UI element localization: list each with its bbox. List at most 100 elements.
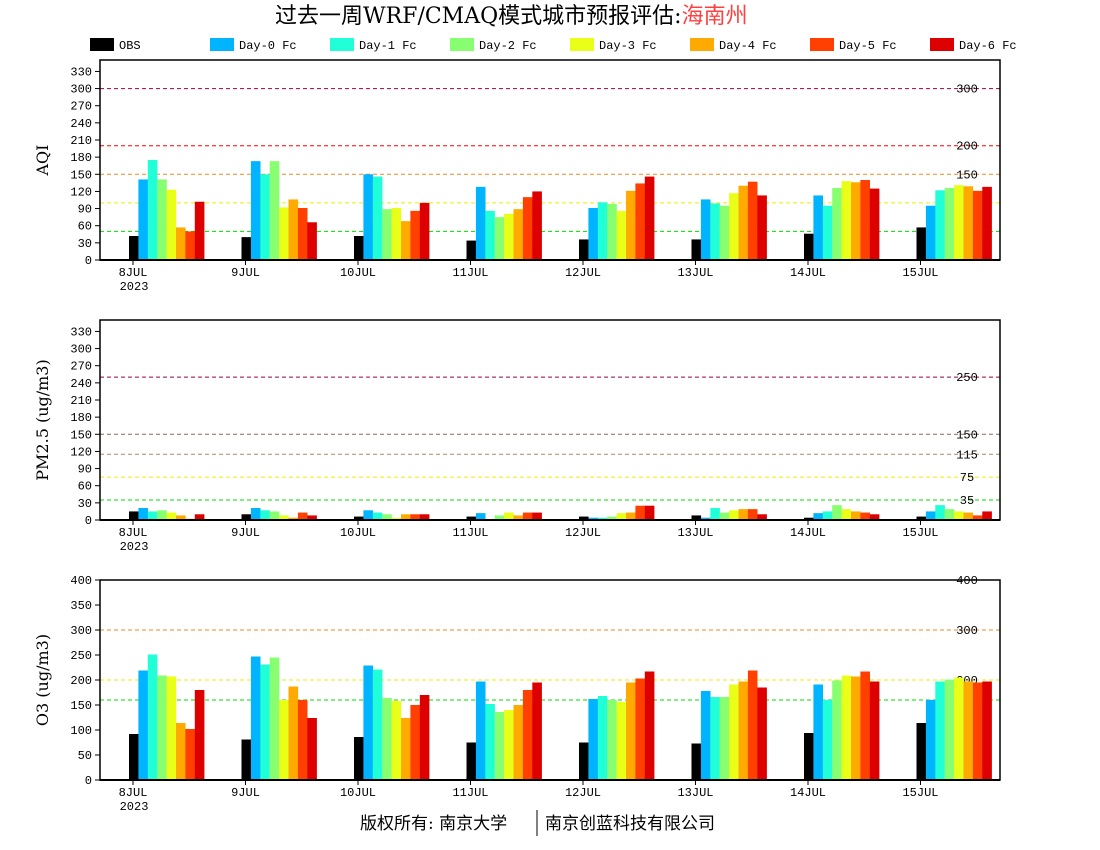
bar-day-0-fc [925,511,936,520]
bar-day-5-fc [297,700,308,780]
y-tick-label: 0 [85,514,92,528]
bar-day-2-fc [719,512,730,520]
bar-obs [129,734,139,780]
legend-label-3: Day-2 Fc [479,39,537,53]
y-tick-label: 300 [70,343,92,357]
x-tick-label: 14JUL [790,526,826,540]
y-tick-label: 210 [70,394,92,408]
x-tick-label: 15JUL [902,786,938,800]
bar-day-4-fc [513,209,524,260]
bar-day-5-fc [860,180,870,260]
bar-day-2-fc [157,510,167,520]
x-tick-label: 11JUL [452,526,488,540]
bar-day-2-fc [494,712,505,780]
bar-day-4-fc [513,515,524,520]
legend-swatch-0 [90,38,114,51]
bar-day-3-fc [504,710,514,780]
bar-day-0-fc [475,186,486,260]
bar-day-2-fc [269,657,280,780]
bar-day-0-fc [363,510,373,520]
y-tick-label: 240 [70,117,92,131]
bar-day-2-fc [157,179,167,260]
bar-day-6-fc [194,201,205,260]
y-tick-label: 90 [78,203,92,217]
y-tick-label: 30 [78,497,92,511]
bar-day-1-fc [822,205,833,260]
bar-day-1-fc [372,669,383,780]
reference-line-label: 300 [956,624,978,638]
legend-swatch-1 [210,38,234,51]
bar-day-4-fc [963,681,974,780]
x-tick-label: 14JUL [790,266,826,280]
bar-obs [129,511,139,520]
bar-obs [354,236,364,260]
bar-obs [466,516,477,520]
bar-day-1-fc [372,512,383,520]
bar-day-0-fc [250,508,261,520]
bar-day-1-fc [260,510,270,520]
reference-line-label: 400 [956,574,978,588]
bar-day-1-fc [935,190,945,260]
y-tick-label: 300 [70,83,92,97]
bar-day-5-fc [635,183,645,260]
bar-day-0-fc [813,195,823,260]
x-tick-label: 8JUL [119,266,148,280]
legend-label-6: Day-5 Fc [839,39,897,53]
bar-day-0-fc [363,174,373,260]
bar-day-3-fc [841,181,852,260]
bar-day-5-fc [860,671,870,780]
bar-day-6-fc [194,514,205,520]
bar-day-2-fc [719,205,730,260]
bar-day-0-fc [250,161,261,260]
bar-day-6-fc [869,188,880,260]
y-tick-label: 60 [78,220,92,234]
bar-day-4-fc [738,185,749,260]
y-tick-label: 300 [70,624,92,638]
bar-day-4-fc [851,676,861,780]
bar-day-6-fc [644,671,655,780]
year-label: 2023 [120,800,149,814]
y-tick-label: 100 [70,724,92,738]
bar-obs [241,514,252,520]
legend-swatch-6 [810,38,834,51]
y-tick-label: 180 [70,411,92,425]
bar-day-0-fc [925,700,936,780]
bar-day-3-fc [166,512,177,520]
y-tick-label: 150 [70,699,92,713]
bar-day-4-fc [288,199,299,260]
bar-day-1-fc [710,508,720,520]
bar-obs [354,737,364,780]
bar-obs [691,743,702,780]
reference-line-label: 200 [956,140,978,154]
bar-day-3-fc [616,210,627,260]
bar-day-1-fc [147,654,158,780]
plot-frame [99,319,1001,521]
bar-obs [579,239,589,260]
x-tick-label: 9JUL [231,266,260,280]
bar-day-3-fc [166,676,177,780]
bar-day-3-fc [954,511,964,520]
bar-day-4-fc [851,511,861,520]
reference-line-label: 150 [956,428,978,442]
bar-day-4-fc [738,509,749,520]
year-label: 2023 [120,540,149,554]
bar-day-5-fc [747,670,758,780]
bar-day-3-fc [391,517,402,520]
panel-2: 1602003004000501001502002503003504008JUL… [33,574,1001,814]
bar-day-5-fc [522,690,533,780]
bar-day-3-fc [841,675,852,780]
bar-day-3-fc [841,509,852,520]
bar-day-1-fc [935,681,945,780]
bar-day-1-fc [260,174,270,260]
bar-obs [804,517,814,520]
reference-line-label: 35 [960,494,974,508]
bar-day-0-fc [138,508,148,520]
bar-day-4-fc [851,182,861,260]
bar-obs [241,237,252,260]
x-tick-label: 11JUL [452,266,488,280]
x-tick-label: 13JUL [677,266,713,280]
x-tick-label: 12JUL [565,786,601,800]
bar-obs [241,739,252,780]
bar-day-3-fc [279,207,289,260]
bar-obs [691,515,702,520]
